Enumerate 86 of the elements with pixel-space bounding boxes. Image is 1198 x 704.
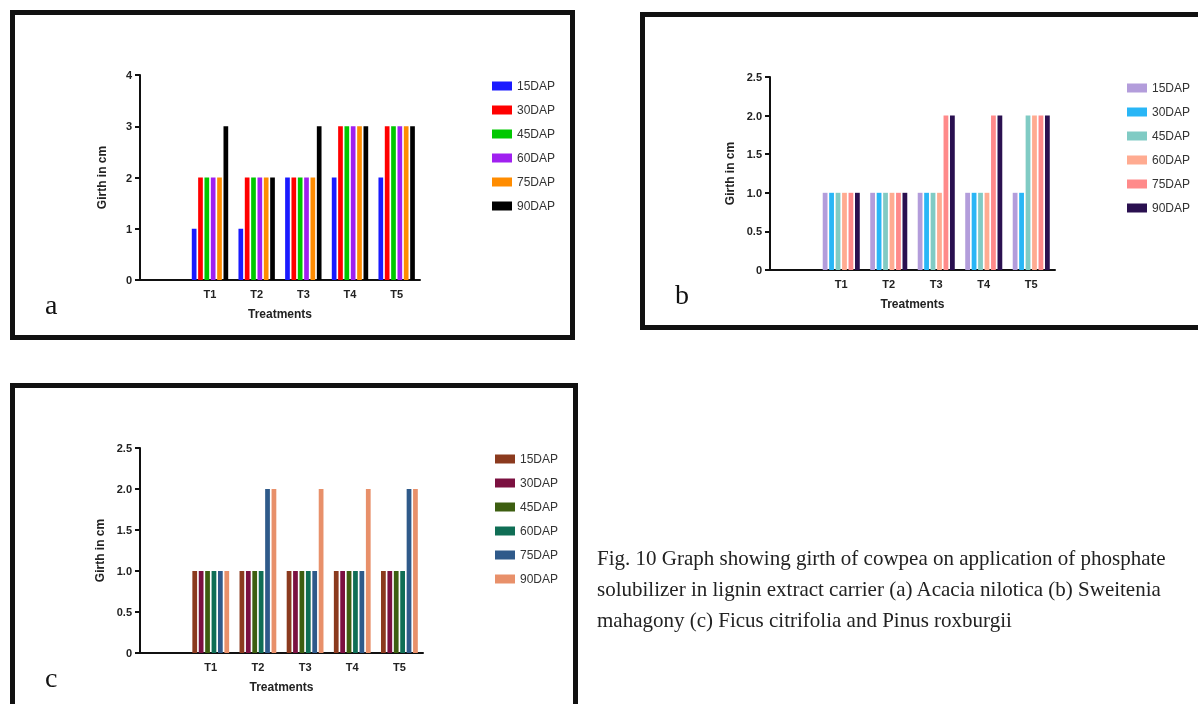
legend-label: 45DAP [516,127,556,141]
y-tick-label: 0 [125,274,132,286]
bar [304,177,309,280]
x-tick-label: T1 [204,660,218,673]
bar [384,126,390,280]
legend-label: 90DAP [516,199,556,213]
bar [344,126,350,280]
y-tick-label: 1.5 [746,148,762,161]
x-tick-label: T3 [929,277,943,290]
bar [310,177,316,280]
x-tick-label: T1 [834,277,848,290]
legend-label: 15DAP [1151,81,1191,95]
bar [251,177,256,280]
bar [357,126,362,280]
bar [285,177,290,280]
legend-label: 15DAP [519,452,559,466]
bar [397,126,403,280]
y-tick-label: 4 [125,69,133,81]
x-tick-label: T5 [390,287,404,300]
bar [263,177,269,280]
y-tick-label: 2.0 [116,483,132,495]
bar [244,177,250,280]
y-tick-label: 0 [125,647,132,659]
x-tick-label: T4 [977,277,992,290]
legend-label: 60DAP [519,524,559,538]
legend-label: 30DAP [1151,105,1191,119]
bar [391,126,396,280]
y-axis-title: Girth in cm [95,145,109,210]
x-tick-label: T4 [343,287,358,300]
legend-label: 45DAP [1151,129,1191,143]
legend-label: 90DAP [1151,201,1191,215]
legend-label: 60DAP [1151,153,1191,167]
bar [238,228,244,280]
bar [297,177,303,280]
x-axis-title: Treatments [247,307,313,321]
x-axis-title: Treatments [880,297,945,311]
bar [204,177,210,280]
bar [210,177,216,280]
bar [403,126,409,280]
x-tick-label: T4 [345,660,360,673]
legend-label: 30DAP [516,103,556,117]
x-axis-title: Treatments [249,680,314,694]
bar [338,126,343,280]
bar [350,126,356,280]
x-tick-label: T2 [250,287,264,300]
legend-label: 30DAP [519,476,559,490]
bar [270,177,275,280]
x-tick-label: T3 [296,287,310,300]
bar [291,177,297,280]
y-tick-label: 1.5 [116,524,132,536]
legend-label: 90DAP [519,572,559,586]
text: b [675,279,689,311]
x-tick-label: T5 [392,660,406,673]
bar [378,177,384,280]
y-tick-label: 2.5 [746,71,762,83]
bar [217,177,222,280]
bar [316,126,322,280]
x-tick-label: T5 [1024,277,1038,290]
legend-label: 45DAP [519,500,559,514]
legend-label: 60DAP [516,151,556,165]
x-tick-label: T3 [298,660,312,673]
bar [257,177,263,280]
y-axis-title: Girth in cm [722,141,737,206]
bar [198,177,203,280]
y-tick-label: 0.5 [746,225,762,238]
x-tick-label: T1 [203,287,217,300]
caption: Fig. 10 Graph showing girth of cowpea on application of phosphate solubilizer in lignin extract carrier (a) Acacia nilotica (b) Sweitenia mahagony (c) Ficus citrifolia and Pinus roxburgii [597,545,1167,634]
y-tick-label: 1 [125,222,132,235]
bar [410,126,415,280]
x-tick-label: T2 [251,660,265,673]
text: c [45,662,58,694]
legend-label: 75DAP [519,548,559,562]
y-tick-label: 3 [125,120,132,133]
y-tick-label: 2.5 [116,442,132,454]
x-tick-label: T2 [882,277,896,290]
y-tick-label: 0 [755,264,762,276]
text: a [45,289,58,321]
y-tick-label: 0.5 [116,606,132,618]
legend-label: 75DAP [516,175,556,189]
y-tick-label: 1.0 [746,186,762,199]
y-tick-label: 2 [125,171,132,184]
y-tick-label: 2.0 [746,109,762,122]
legend-label: 75DAP [1151,177,1191,191]
y-tick-label: 1.0 [116,565,132,577]
legend-label: 15DAP [516,79,556,93]
y-axis-title: Girth in cm [92,518,107,583]
